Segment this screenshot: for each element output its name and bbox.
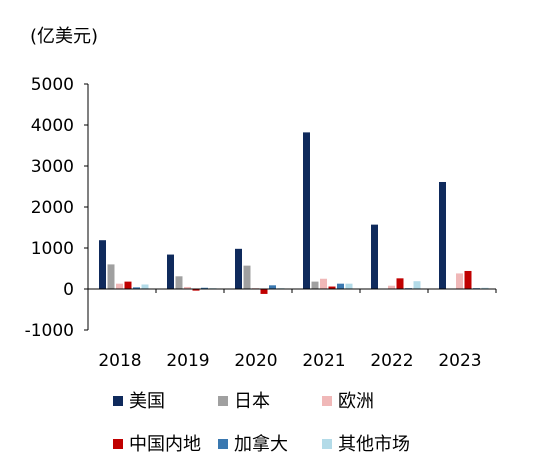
y-tick-label: 0 [63,280,74,300]
bar-2022-series-3 [396,278,404,289]
legend-label: 欧洲 [338,391,374,412]
bar-2019-series-4 [201,287,208,289]
bar-2023-series-2 [456,273,463,289]
bar-2021-series-3 [328,286,336,289]
bar-2021-series-5 [345,283,353,289]
bar-2018-series-4 [133,287,140,289]
x-axis: 2018 2019 2020 2021 2022 2023 [87,288,497,371]
legend-swatch [322,439,332,449]
legend-swatch [113,396,123,406]
y-tick-label: 1000 [31,239,74,259]
bar-2021-series-4 [337,283,344,289]
bar-2023-series-0 [439,181,446,289]
bar-2019-series-3 [192,289,200,291]
bar-2021-series-0 [303,132,310,289]
legend-label: 日本 [234,391,270,412]
x-tick-label: 2021 [302,351,345,371]
legend-label: 其他市场 [338,434,410,455]
bar-2022-series-2 [388,285,395,289]
bar-2020-series-1 [243,265,251,289]
y-tick-label: 2000 [31,198,74,218]
bar-2020-series-0 [235,248,242,289]
bar-2022-series-5 [413,281,421,289]
legend-swatch [218,439,228,449]
bar-2018-series-2 [116,283,123,289]
legend-label: 美国 [129,391,165,412]
y-tick-label: 3000 [31,157,74,177]
bar-2018-series-5 [141,284,149,289]
bar-2021-series-2 [320,278,327,289]
x-tick-label: 2018 [98,351,141,371]
bar-2019-series-2 [184,286,191,289]
legend-swatch [218,396,228,406]
bar-2018-series-0 [99,240,106,289]
bars [99,132,489,294]
x-tick-label: 2020 [234,351,277,371]
legend-swatch [322,396,332,406]
y-tick-label: -1000 [25,321,74,341]
bar-2023-series-5 [481,287,489,289]
bar-2021-series-1 [311,281,319,289]
x-tick-label: 2022 [370,351,413,371]
bar-2022-series-0 [371,224,378,289]
x-tick-label: 2023 [438,351,481,371]
bar-2018-series-3 [124,281,132,289]
x-tick-label: 2019 [166,351,209,371]
y-tick-label: 4000 [31,116,74,136]
legend-label: 中国内地 [129,434,201,455]
legend-label: 加拿大 [234,433,288,455]
y-tick-label: 5000 [31,75,74,95]
bar-2018-series-1 [107,264,115,289]
bar-2023-series-3 [464,270,472,289]
bar-2020-series-3 [260,289,268,294]
bar-2019-series-1 [175,276,183,289]
y-axis: -1000 0 1000 2000 3000 4000 5000 [25,75,89,341]
bar-2019-series-0 [167,254,174,289]
unit-label: (亿美元) [30,26,98,47]
bar-2020-series-4 [269,285,276,289]
legend-swatch [113,439,123,449]
